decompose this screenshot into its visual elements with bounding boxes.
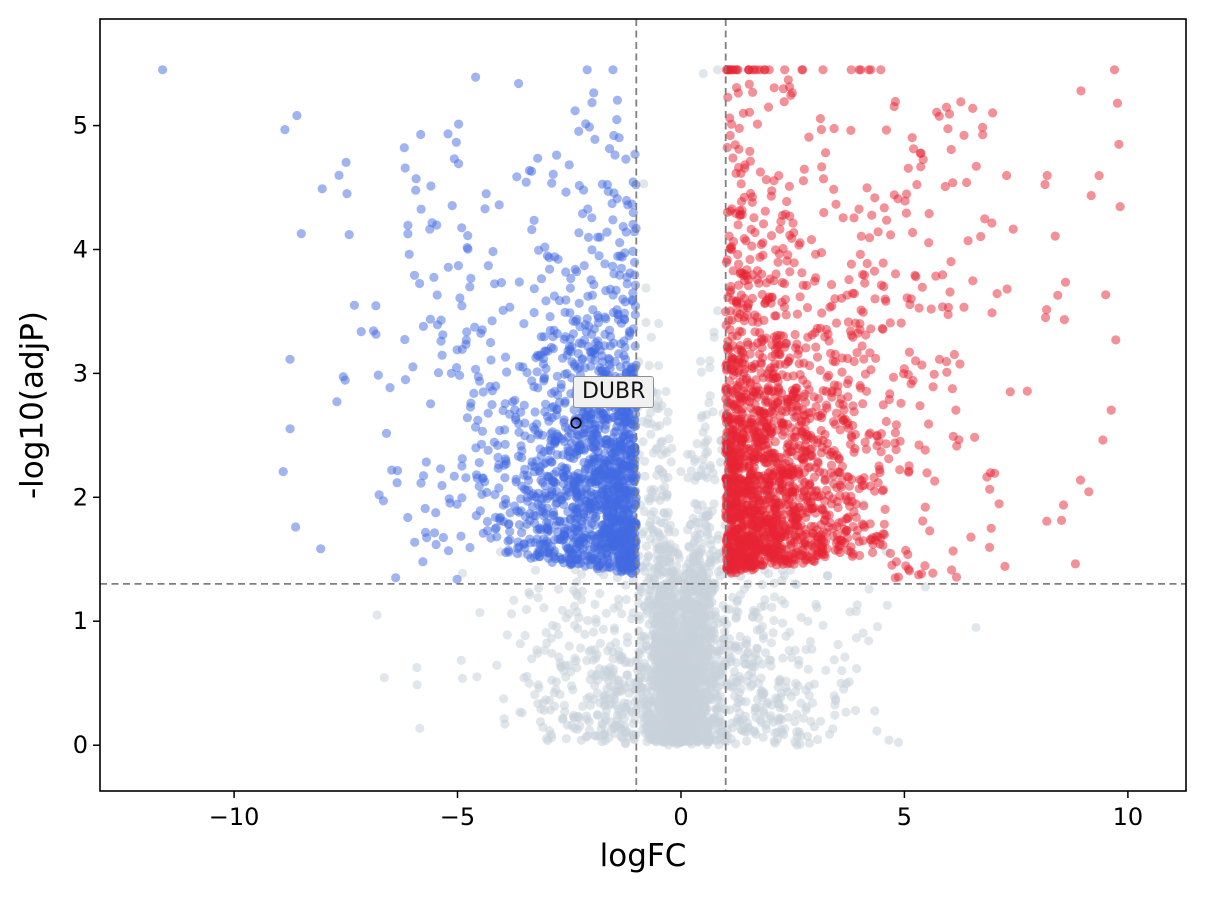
gene-annotation-label: DUBR [572,375,655,408]
x-axis-label: logFC [599,838,687,874]
y-axis-label: -log10(adjP) [14,310,51,500]
annotated-point-marker [570,417,582,429]
